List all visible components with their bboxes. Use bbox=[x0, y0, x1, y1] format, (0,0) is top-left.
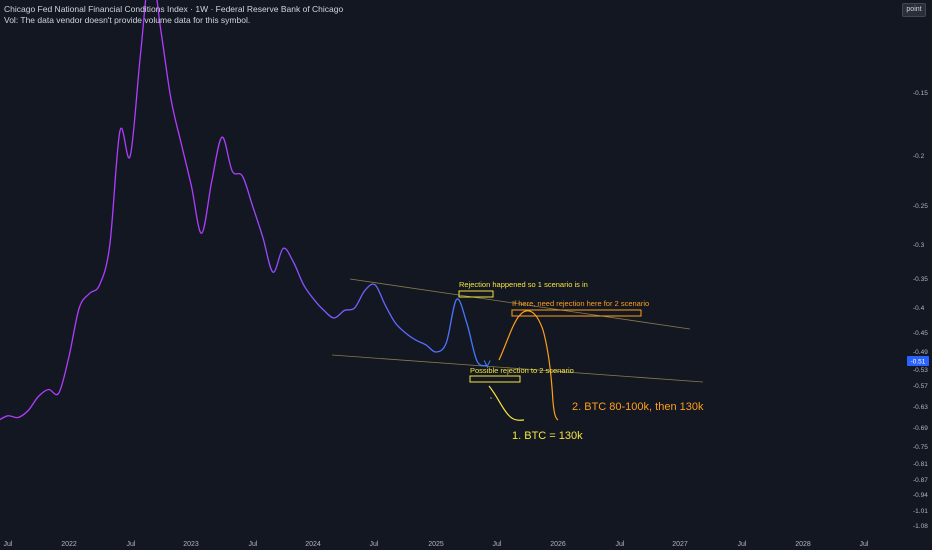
y-tick-label: -0.25 bbox=[913, 203, 928, 210]
x-tick-label: Jul bbox=[738, 541, 747, 548]
x-tick-label: Jul bbox=[616, 541, 625, 548]
scenario-2-curve[interactable] bbox=[498, 310, 559, 421]
y-tick-label: -1.01 bbox=[913, 508, 928, 515]
possible-rejection-box[interactable] bbox=[469, 375, 521, 383]
x-tick-label: 2023 bbox=[183, 541, 199, 548]
x-axis: Jul 2022 Jul 2023 Jul 2024 Jul 2025 Jul 2026 Jul 20… bbox=[4, 541, 869, 548]
y-tick-label: -0.45 bbox=[913, 330, 928, 337]
annotation-dot bbox=[490, 397, 492, 399]
rejection-box-1[interactable] bbox=[458, 290, 494, 298]
y-tick-label: -0.53 bbox=[913, 367, 928, 374]
x-tick-label: 2025 bbox=[428, 541, 444, 548]
current-value-badge bbox=[907, 356, 929, 366]
annotation-if-here[interactable]: If here, need rejection here for 2 scena… bbox=[512, 299, 649, 308]
upper-trendline[interactable] bbox=[349, 278, 691, 330]
series-layer bbox=[0, 0, 491, 421]
chart-legend: Chicago Fed National Financial Condition… bbox=[4, 4, 343, 26]
annotation-scenario-1[interactable]: 1. BTC = 130k bbox=[512, 430, 583, 442]
annotations-layer: Rejection happened so 1 scenario is in If… bbox=[458, 280, 704, 442]
scale-mode-button[interactable]: point bbox=[902, 3, 926, 17]
rejection-box-2[interactable] bbox=[511, 309, 642, 317]
series-arrowhead bbox=[483, 360, 491, 368]
x-tick-label: 2026 bbox=[550, 541, 566, 548]
scenario-1-curve[interactable] bbox=[488, 385, 525, 421]
annotation-rejection-happened[interactable]: Rejection happened so 1 scenario is in bbox=[459, 280, 588, 289]
series-line bbox=[0, 0, 488, 421]
x-tick-label: 2027 bbox=[672, 541, 688, 548]
y-tick-label: -0.35 bbox=[913, 276, 928, 283]
y-tick-label: -0.3 bbox=[913, 242, 925, 249]
y-tick-label: -0.94 bbox=[913, 492, 928, 499]
y-axis: -0.15 -0.2 -0.25 -0.3 -0.35 -0.4 -0.45 -0.49 -0.… bbox=[907, 90, 929, 530]
x-tick-label: 2024 bbox=[305, 541, 321, 548]
y-tick-label: -0.81 bbox=[913, 461, 928, 468]
y-tick-label: -0.15 bbox=[913, 90, 928, 97]
y-tick-label: -0.2 bbox=[913, 153, 925, 160]
x-tick-label: Jul bbox=[493, 541, 502, 548]
annotation-possible-rejection[interactable]: Possible rejection to 2 scenario bbox=[470, 366, 574, 375]
y-tick-label: -0.87 bbox=[913, 477, 928, 484]
x-tick-label: Jul bbox=[4, 541, 13, 548]
trendlines-layer bbox=[331, 278, 704, 383]
y-tick-label: -0.57 bbox=[913, 383, 928, 390]
current-value-label: -0.51 bbox=[911, 359, 926, 366]
y-tick-label: -1.08 bbox=[913, 523, 928, 530]
x-tick-label: 2022 bbox=[61, 541, 77, 548]
y-tick-label: -0.63 bbox=[913, 404, 928, 411]
x-tick-label: Jul bbox=[370, 541, 379, 548]
y-tick-label: -0.69 bbox=[913, 425, 928, 432]
volume-note: Vol: The data vendor doesn't provide vol… bbox=[4, 15, 251, 25]
lower-trendline[interactable] bbox=[331, 354, 704, 383]
chart-title[interactable]: Chicago Fed National Financial Condition… bbox=[4, 4, 344, 14]
x-tick-label: 2028 bbox=[795, 541, 811, 548]
y-tick-label: -0.49 bbox=[913, 349, 928, 356]
y-tick-label: -0.4 bbox=[913, 305, 925, 312]
y-tick-label: -0.75 bbox=[913, 444, 928, 451]
x-tick-label: Jul bbox=[249, 541, 258, 548]
x-tick-label: Jul bbox=[860, 541, 869, 548]
annotation-scenario-2[interactable]: 2. BTC 80-100k, then 130k bbox=[572, 401, 704, 413]
x-tick-label: Jul bbox=[127, 541, 136, 548]
